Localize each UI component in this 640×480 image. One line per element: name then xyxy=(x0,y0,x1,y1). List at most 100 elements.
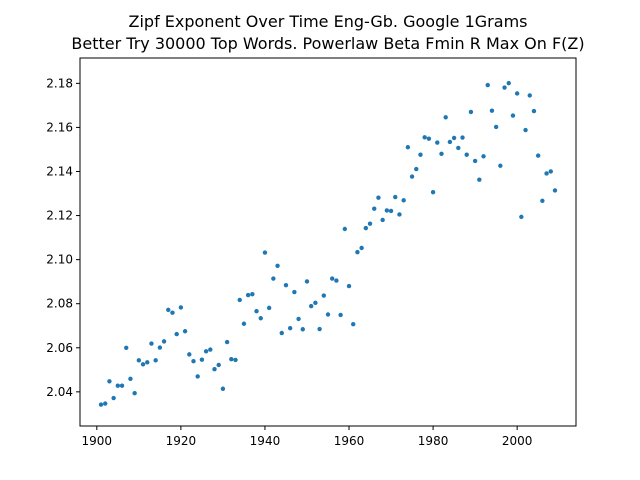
data-point xyxy=(174,331,179,337)
data-point xyxy=(136,358,142,363)
data-point xyxy=(393,194,398,200)
data-point xyxy=(124,345,129,350)
data-point xyxy=(153,358,158,363)
data-point xyxy=(376,195,381,200)
data-point xyxy=(166,307,171,313)
data-point xyxy=(103,401,108,406)
data-point xyxy=(296,316,301,322)
data-point xyxy=(472,158,478,164)
data-point xyxy=(510,113,516,118)
data-point xyxy=(279,330,284,336)
data-point xyxy=(325,312,331,317)
y-tick-label: 2.18 xyxy=(46,76,73,90)
data-point xyxy=(241,321,247,326)
data-point xyxy=(359,245,364,251)
data-point xyxy=(519,214,524,220)
data-point xyxy=(191,359,196,364)
chart-subtitle: Better Try 30000 Top Words. Powerlaw Bet… xyxy=(71,34,584,53)
data-point xyxy=(182,329,188,334)
data-point xyxy=(308,303,314,309)
data-point xyxy=(212,366,217,372)
data-point xyxy=(346,283,352,289)
data-point xyxy=(216,362,221,368)
data-point xyxy=(498,163,503,168)
data-point xyxy=(275,263,280,268)
data-point xyxy=(502,85,507,90)
data-point xyxy=(149,341,154,346)
data-point xyxy=(170,310,175,315)
data-point xyxy=(477,177,482,182)
data-point xyxy=(426,136,432,141)
data-point xyxy=(287,325,293,331)
data-point xyxy=(258,316,263,321)
data-point xyxy=(548,169,553,174)
data-point xyxy=(355,249,360,255)
data-point xyxy=(245,292,251,298)
x-tick-label: 1940 xyxy=(250,434,281,448)
data-point xyxy=(283,282,289,288)
data-point xyxy=(367,221,373,226)
data-point xyxy=(451,135,457,141)
data-point xyxy=(233,357,238,363)
x-tick-label: 2000 xyxy=(502,434,533,448)
data-point xyxy=(540,198,545,203)
data-point xyxy=(229,357,234,362)
y-tick-label: 2.10 xyxy=(46,253,73,267)
data-point xyxy=(514,91,520,96)
data-point xyxy=(464,152,469,157)
data-point xyxy=(523,127,528,133)
data-point xyxy=(422,135,427,140)
axes-frame xyxy=(79,57,577,427)
data-point xyxy=(531,108,537,114)
y-tick-label: 2.16 xyxy=(46,120,73,134)
data-point xyxy=(330,276,335,281)
data-point xyxy=(435,140,440,145)
data-point xyxy=(334,278,339,283)
plot-area: 1900 1920 1940 1960 1980 2000 2.04 2.06 2.08 2.10… xyxy=(46,57,577,448)
data-point xyxy=(317,326,322,332)
data-point xyxy=(292,289,297,295)
data-point xyxy=(98,402,104,407)
data-point xyxy=(313,300,318,306)
data-point xyxy=(115,383,121,388)
data-point xyxy=(456,145,461,151)
data-point xyxy=(485,82,490,88)
data-point xyxy=(506,80,511,86)
y-tick-label: 2.04 xyxy=(46,385,73,399)
y-tick-label: 2.14 xyxy=(46,164,73,178)
data-point xyxy=(157,345,163,350)
data-point xyxy=(409,174,415,179)
data-point xyxy=(481,154,486,159)
data-point xyxy=(388,208,394,214)
y-tick-label: 2.08 xyxy=(46,297,73,311)
data-point xyxy=(187,352,192,357)
data-point xyxy=(271,276,276,281)
data-point xyxy=(237,297,242,303)
data-point xyxy=(300,327,305,332)
data-point xyxy=(199,357,205,362)
data-point xyxy=(161,339,167,344)
data-point xyxy=(380,217,385,223)
chart-title: Zipf Exponent Over Time Eng-Gb. Google 1… xyxy=(129,12,528,31)
data-point xyxy=(107,379,112,384)
data-point xyxy=(338,312,343,318)
data-point xyxy=(401,198,406,203)
data-point xyxy=(493,124,499,130)
x-tick-label: 1900 xyxy=(82,434,113,448)
data-point xyxy=(351,321,356,327)
data-point xyxy=(140,362,146,367)
x-tick-label: 1980 xyxy=(418,434,449,448)
data-point xyxy=(372,206,377,211)
data-point xyxy=(262,250,268,255)
data-point xyxy=(405,145,411,150)
data-point xyxy=(460,135,465,140)
data-point xyxy=(468,109,474,115)
data-point xyxy=(552,188,558,193)
data-point xyxy=(220,386,226,391)
data-point xyxy=(489,108,495,113)
data-point xyxy=(208,347,213,352)
data-point xyxy=(447,139,453,145)
data-point xyxy=(418,152,423,157)
x-tick-label: 1920 xyxy=(166,434,197,448)
